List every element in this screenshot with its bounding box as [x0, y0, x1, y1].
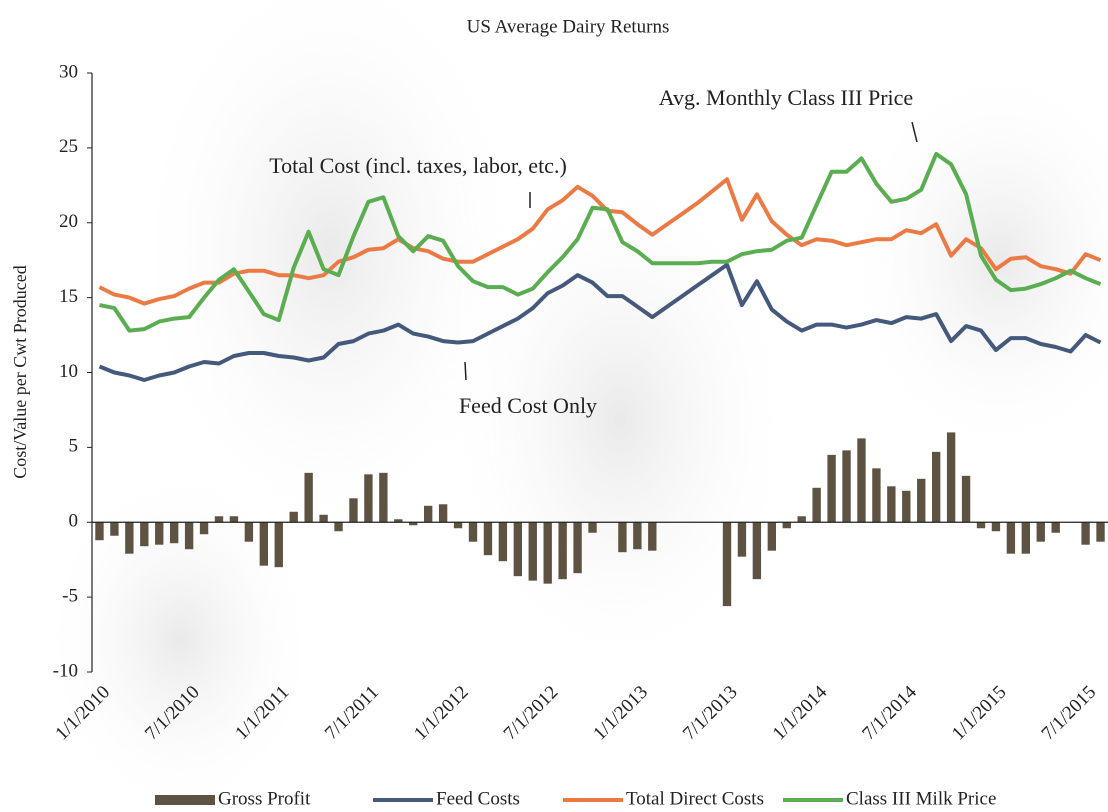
legend-label: Gross Profit — [218, 788, 311, 809]
bar — [349, 498, 358, 523]
bar — [125, 522, 134, 554]
legend-label: Class III Milk Price — [846, 788, 996, 809]
bar — [1006, 522, 1016, 554]
bar — [633, 522, 642, 550]
annotation: Feed Cost Only — [459, 393, 597, 418]
bar — [588, 522, 597, 533]
legend-label: Feed Costs — [436, 788, 520, 809]
bar — [1051, 522, 1060, 533]
bar — [364, 474, 373, 523]
line-series — [99, 151, 1102, 333]
bar — [991, 522, 1001, 532]
y-tick-label: -5 — [62, 585, 78, 606]
y-tick-label: 20 — [59, 211, 78, 232]
x-tick-label: 7/1/2015 — [1038, 682, 1101, 745]
bar — [872, 468, 881, 523]
bar — [1096, 522, 1105, 542]
bar — [453, 522, 463, 529]
bar — [528, 522, 537, 581]
y-tick-label: 10 — [59, 361, 78, 382]
bar — [917, 478, 926, 523]
x-tick-label: 7/1/2014 — [858, 681, 921, 744]
bar — [976, 522, 986, 529]
annotation: Avg. Monthly Class III Price — [659, 85, 913, 110]
annotation-leader — [464, 361, 467, 381]
legend-swatch — [155, 795, 215, 805]
bar — [423, 505, 433, 523]
bar — [319, 514, 328, 523]
bar — [334, 522, 343, 532]
bar — [199, 522, 209, 535]
bar — [483, 522, 493, 556]
bar — [498, 522, 508, 562]
bar — [379, 472, 388, 523]
annotation-leader — [911, 121, 918, 143]
y-tick-label: -10 — [53, 660, 78, 681]
bar — [931, 451, 941, 523]
annotation: Total Cost (incl. taxes, labor, etc.) — [269, 153, 567, 178]
bar — [812, 487, 821, 523]
bar — [782, 522, 791, 529]
bar — [244, 522, 254, 542]
y-tick-label: 0 — [69, 511, 79, 532]
bar — [155, 522, 164, 545]
bar — [543, 522, 552, 584]
x-tick-label: 1/1/2015 — [948, 682, 1011, 745]
bar — [1036, 522, 1045, 542]
bar — [289, 511, 298, 523]
x-tick-label: 7/1/2012 — [500, 682, 563, 745]
bar — [1021, 522, 1031, 554]
bar — [468, 522, 478, 542]
bar — [767, 522, 777, 551]
line-series — [98, 177, 1102, 306]
bar — [722, 522, 732, 607]
bar — [274, 522, 283, 568]
bar — [797, 516, 806, 523]
bar — [184, 522, 194, 550]
bar — [1081, 522, 1090, 545]
bar — [438, 504, 448, 523]
bar — [946, 432, 956, 523]
x-tick-label: 7/1/2013 — [679, 682, 742, 745]
bar — [618, 522, 627, 553]
x-tick-label: 1/1/2014 — [769, 681, 832, 744]
bar — [95, 522, 104, 541]
x-tick-label: 1/1/2012 — [410, 682, 473, 745]
bar — [140, 522, 149, 547]
bar — [902, 490, 911, 523]
bar — [259, 522, 269, 566]
bar — [857, 438, 866, 523]
bar — [304, 472, 313, 523]
bar — [110, 522, 119, 536]
y-tick-label: 15 — [59, 286, 78, 307]
bar — [558, 522, 567, 580]
y-tick-label: 5 — [69, 436, 79, 457]
bar — [573, 522, 582, 574]
y-axis-label: Cost/Value per Cwt Produced — [10, 265, 30, 478]
bar — [214, 516, 224, 523]
x-tick-label: 7/1/2011 — [321, 682, 383, 744]
bar — [961, 475, 971, 523]
bar — [229, 516, 239, 523]
y-tick-label: 30 — [59, 61, 78, 82]
legend-label: Total Direct Costs — [626, 788, 764, 809]
bar — [842, 450, 851, 523]
bar — [169, 522, 179, 544]
bar — [394, 519, 403, 523]
bar — [752, 522, 762, 580]
line-series — [98, 262, 1102, 382]
bar — [648, 522, 657, 551]
y-tick-label: 25 — [59, 136, 78, 157]
x-tick-label: 1/1/2013 — [589, 682, 652, 745]
chart-title: US Average Dairy Returns — [467, 16, 670, 37]
bar — [737, 522, 747, 557]
bar — [827, 454, 836, 523]
bar — [409, 522, 418, 526]
bar — [887, 486, 896, 523]
bar — [513, 522, 523, 577]
